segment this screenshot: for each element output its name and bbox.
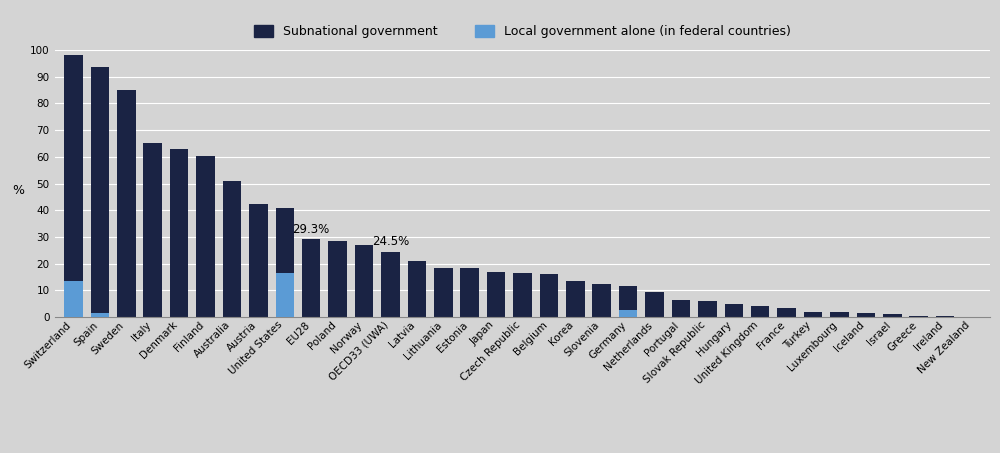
Bar <box>566 281 585 317</box>
Bar <box>619 310 637 317</box>
Bar <box>645 292 664 317</box>
Legend: Subnational government, Local government alone (in federal countries): Subnational government, Local government… <box>254 25 791 39</box>
Bar <box>249 203 268 317</box>
Bar <box>143 144 162 317</box>
Text: 24.5%: 24.5% <box>372 236 409 248</box>
Bar <box>91 313 109 317</box>
Bar <box>408 261 426 317</box>
Bar <box>751 306 769 317</box>
Bar <box>883 314 902 317</box>
Bar <box>276 207 294 317</box>
Bar <box>698 301 717 317</box>
Bar <box>725 304 743 317</box>
Bar <box>672 300 690 317</box>
Bar <box>170 149 188 317</box>
Bar <box>487 272 505 317</box>
Bar <box>302 239 320 317</box>
Bar <box>381 252 400 317</box>
Bar <box>117 90 136 317</box>
Bar <box>909 316 928 317</box>
Y-axis label: %: % <box>13 183 25 197</box>
Bar <box>355 245 373 317</box>
Bar <box>777 308 796 317</box>
Bar <box>619 286 637 317</box>
Bar <box>804 312 822 317</box>
Bar <box>857 313 875 317</box>
Bar <box>936 316 954 317</box>
Bar <box>276 273 294 317</box>
Bar <box>830 312 849 317</box>
Bar <box>91 67 109 317</box>
Bar <box>434 268 453 317</box>
Bar <box>592 284 611 317</box>
Bar <box>64 281 83 317</box>
Bar <box>328 241 347 317</box>
Bar <box>513 273 532 317</box>
Bar <box>460 268 479 317</box>
Bar <box>196 155 215 317</box>
Bar <box>223 181 241 317</box>
Text: 29.3%: 29.3% <box>293 222 330 236</box>
Bar <box>540 275 558 317</box>
Bar <box>64 55 83 317</box>
